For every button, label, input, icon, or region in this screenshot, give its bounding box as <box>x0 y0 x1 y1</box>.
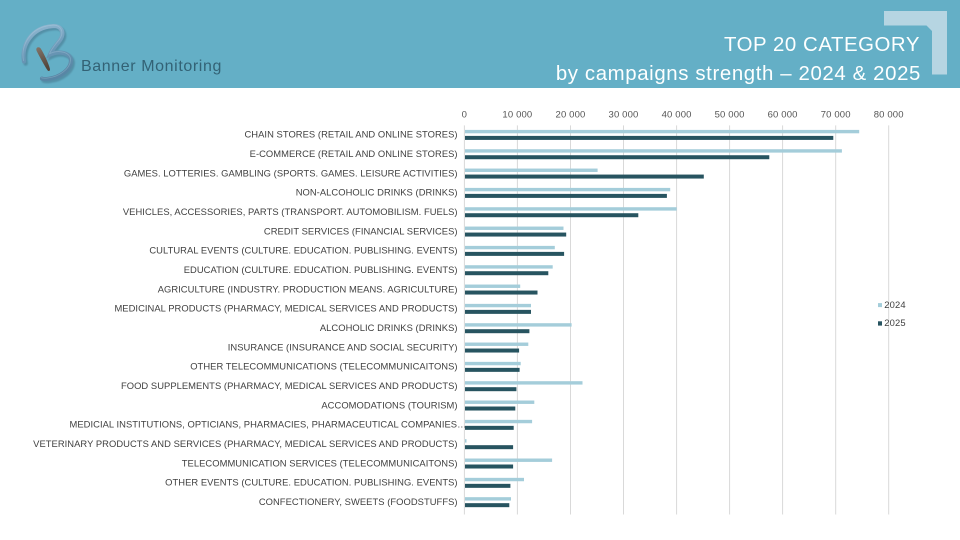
svg-text:CULTURAL EVENTS (CULTURE. EDUC: CULTURAL EVENTS (CULTURE. EDUCATION. PUB… <box>149 245 457 256</box>
svg-text:GAMES. LOTTERIES. GAMBLING (SP: GAMES. LOTTERIES. GAMBLING (SPORTS. GAME… <box>124 167 458 178</box>
svg-text:NON-ALCOHOLIC DRINKS (DRINKS): NON-ALCOHOLIC DRINKS (DRINKS) <box>296 187 458 198</box>
svg-text:OTHER TELECOMMUNICATIONS (TELE: OTHER TELECOMMUNICATIONS (TELECOMMUNICAI… <box>190 361 457 372</box>
svg-text:10 000: 10 000 <box>502 110 532 121</box>
svg-text:AGRICULTURE (INDUSTRY. PRODUCT: AGRICULTURE (INDUSTRY. PRODUCTION MEANS.… <box>158 283 458 294</box>
svg-text:ALCOHOLIC DRINKS (DRINKS): ALCOHOLIC DRINKS (DRINKS) <box>320 322 458 333</box>
svg-text:FOOD SUPPLEMENTS (PHARMACY, ME: FOOD SUPPLEMENTS (PHARMACY, MEDICAL SERV… <box>121 380 458 391</box>
svg-text:80 000: 80 000 <box>874 110 904 121</box>
svg-text:ACCOMODATIONS (TOURISM): ACCOMODATIONS (TOURISM) <box>321 399 457 410</box>
svg-text:2024: 2024 <box>884 299 905 310</box>
svg-text:CONFECTIONERY, SWEETS (FOODSTU: CONFECTIONERY, SWEETS (FOODSTUFFS) <box>259 496 458 507</box>
svg-text:OTHER EVENTS (CULTURE. EDUCATI: OTHER EVENTS (CULTURE. EDUCATION. PUBLIS… <box>165 477 457 488</box>
svg-text:CHAIN STORES (RETAIL AND ONLIN: CHAIN STORES (RETAIL AND ONLINE STORES) <box>244 129 457 140</box>
svg-text:EDUCATION (CULTURE. EDUCATION.: EDUCATION (CULTURE. EDUCATION. PUBLISHIN… <box>184 264 458 275</box>
svg-text:CREDIT SERVICES (FINANCIAL SER: CREDIT SERVICES (FINANCIAL SERVICES) <box>264 225 458 236</box>
svg-text:70 000: 70 000 <box>821 110 851 121</box>
svg-text:40 000: 40 000 <box>662 110 692 121</box>
svg-text:E-COMMERCE (RETAIL AND ONLINE: E-COMMERCE (RETAIL AND ONLINE STORES) <box>250 148 458 159</box>
svg-text:0: 0 <box>462 110 467 121</box>
svg-text:VETERINARY PRODUCTS AND SERVIC: VETERINARY PRODUCTS AND SERVICES (PHARMA… <box>33 438 457 449</box>
svg-text:20 000: 20 000 <box>556 110 586 121</box>
svg-text:MEDICINAL PRODUCTS (PHARMACY,: MEDICINAL PRODUCTS (PHARMACY, MEDICAL SE… <box>114 303 457 314</box>
svg-text:50 000: 50 000 <box>715 110 745 121</box>
svg-text:INSURANCE (INSURANCE AND SOCIA: INSURANCE (INSURANCE AND SOCIAL SECURITY… <box>228 341 458 352</box>
svg-text:2025: 2025 <box>884 317 905 328</box>
svg-text:TELECOMMUNICATION SERVICES (TE: TELECOMMUNICATION SERVICES (TELECOMMUNIC… <box>182 457 458 468</box>
svg-text:MEDICIAL INSTITUTIONS, OPTICIA: MEDICIAL INSTITUTIONS, OPTICIANS, PHARMA… <box>70 419 467 430</box>
svg-text:30 000: 30 000 <box>609 110 639 121</box>
svg-text:60 000: 60 000 <box>768 110 798 121</box>
svg-text:VEHICLES, ACCESSORIES, PARTS (: VEHICLES, ACCESSORIES, PARTS (TRANSPORT.… <box>123 206 458 217</box>
